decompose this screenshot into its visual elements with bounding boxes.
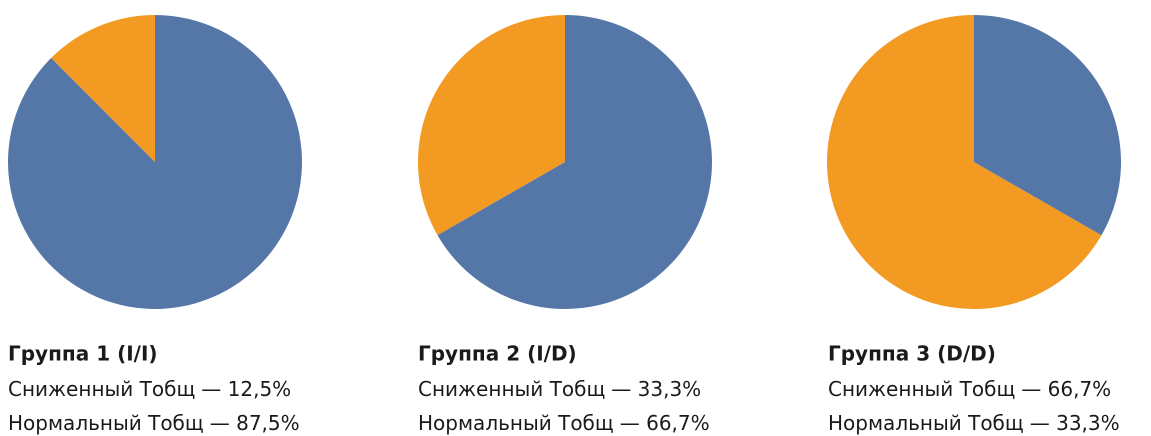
pie-title: Группа 1 (I/I) [8,342,158,366]
legend-entry: Сниженный Тобщ — 12,5% [8,377,291,401]
legend-entry: Сниженный Тобщ — 66,7% [828,377,1111,401]
legend-name: Нормальный Тобщ [828,411,1024,435]
pie-slice [826,15,1102,309]
legend-value: — 66,7% [1021,377,1111,401]
legend-value: — 12,5% [201,377,291,401]
pie-slice [417,15,565,236]
legend-name: Сниженный Тобщ [828,377,1015,401]
pie-slice [974,15,1121,236]
legend-name: Сниженный Тобщ [418,377,605,401]
pie-title: Группа 2 (I/D) [418,342,577,366]
pie-title: Группа 3 (D/D) [828,342,996,366]
legend-value: — 33,3% [611,377,701,401]
legend-entry: Нормальный Тобщ — 33,3% [828,411,1120,435]
legend-value: — 33,3% [1030,411,1120,435]
legend-name: Нормальный Тобщ [8,411,204,435]
legend-entry: Нормальный Тобщ — 66,7% [418,411,710,435]
legend-name: Сниженный Тобщ [8,377,195,401]
pie-slice [51,15,156,162]
legend-entry: Сниженный Тобщ — 33,3% [418,377,701,401]
pie-slice [437,14,712,310]
legend-name: Нормальный Тобщ [418,411,614,435]
legend-value: — 66,7% [620,411,710,435]
legend-entry: Нормальный Тобщ — 87,5% [8,411,300,435]
pie-slice [8,15,303,309]
legend-value: — 87,5% [210,411,300,435]
